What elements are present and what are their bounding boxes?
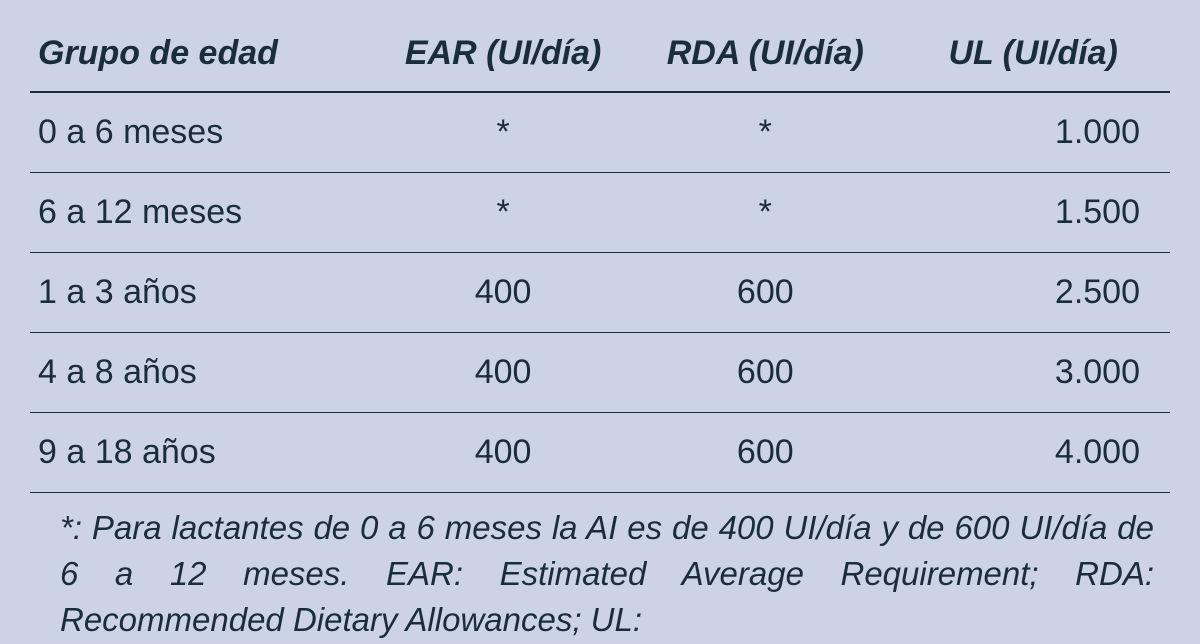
cell-ear: 400 xyxy=(372,413,634,493)
cell-group: 0 a 6 meses xyxy=(30,92,372,173)
cell-rda: * xyxy=(634,173,896,253)
column-header-ear: EAR (UI/día) xyxy=(372,20,634,92)
cell-rda: 600 xyxy=(634,333,896,413)
cell-ear: 400 xyxy=(372,333,634,413)
column-header-ul: UL (UI/día) xyxy=(896,20,1170,92)
cell-ul: 2.500 xyxy=(896,253,1170,333)
cell-rda: * xyxy=(634,92,896,173)
cell-ear: * xyxy=(372,92,634,173)
table-header-row: Grupo de edad EAR (UI/día) RDA (UI/día) … xyxy=(30,20,1170,92)
table-row: 1 a 3 años 400 600 2.500 xyxy=(30,253,1170,333)
table-row: 6 a 12 meses * * 1.500 xyxy=(30,173,1170,253)
cell-group: 1 a 3 años xyxy=(30,253,372,333)
cell-ul: 1.000 xyxy=(896,92,1170,173)
table-row: 0 a 6 meses * * 1.000 xyxy=(30,92,1170,173)
cell-group: 4 a 8 años xyxy=(30,333,372,413)
cell-rda: 600 xyxy=(634,253,896,333)
table-row: 9 a 18 años 400 600 4.000 xyxy=(30,413,1170,493)
cell-group: 9 a 18 años xyxy=(30,413,372,493)
cell-group: 6 a 12 meses xyxy=(30,173,372,253)
cell-ul: 4.000 xyxy=(896,413,1170,493)
column-header-rda: RDA (UI/día) xyxy=(634,20,896,92)
cell-ul: 3.000 xyxy=(896,333,1170,413)
table-footnote: *: Para lactantes de 0 a 6 meses la AI e… xyxy=(30,493,1170,644)
cell-rda: 600 xyxy=(634,413,896,493)
cell-ul: 1.500 xyxy=(896,173,1170,253)
column-header-group: Grupo de edad xyxy=(30,20,372,92)
vitamin-d-requirements-table: Grupo de edad EAR (UI/día) RDA (UI/día) … xyxy=(30,20,1170,493)
cell-ear: 400 xyxy=(372,253,634,333)
cell-ear: * xyxy=(372,173,634,253)
table-row: 4 a 8 años 400 600 3.000 xyxy=(30,333,1170,413)
